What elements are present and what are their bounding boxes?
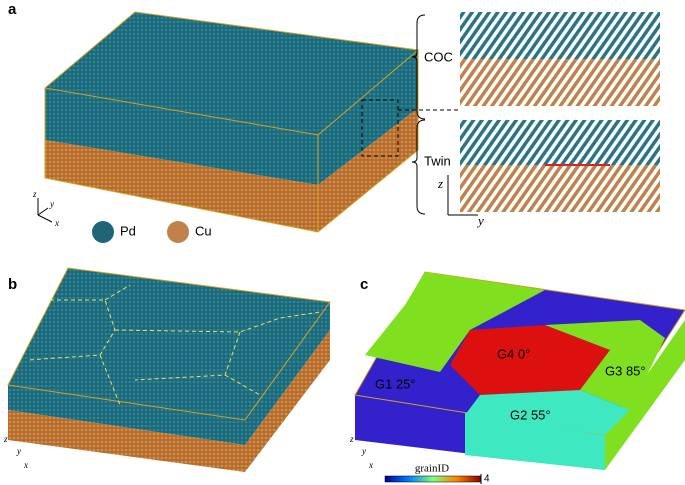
axis-label: z — [32, 189, 37, 199]
panel-label: b — [8, 276, 17, 293]
axis-label: z — [349, 434, 354, 444]
panel-label: a — [8, 1, 17, 18]
inset-coc-pd — [460, 12, 660, 59]
grain-label: G2 55° — [510, 407, 551, 422]
legend-label: Pd — [120, 223, 136, 238]
legend-label: Cu — [195, 223, 212, 238]
panel-b: b z y x — [3, 267, 331, 472]
axis-label: y — [16, 446, 21, 456]
zoom-box — [361, 99, 399, 157]
inset-twin-pd — [460, 120, 660, 165]
axis-label: x — [23, 460, 28, 470]
panel-label: c — [360, 276, 368, 293]
inset-label: COC — [424, 49, 453, 64]
axis-label: z — [3, 434, 8, 444]
colorbar-tick-label: 4 — [484, 474, 490, 485]
colorbar — [384, 475, 482, 483]
axis-label: x — [54, 218, 59, 228]
axis-label: y — [49, 199, 54, 209]
axis-label: y — [361, 446, 366, 456]
axis-label: z — [437, 176, 443, 191]
grain-label: G4 0° — [497, 346, 530, 361]
inset-label: Twin — [424, 153, 451, 168]
cu-front — [45, 140, 318, 232]
axis-label: x — [368, 460, 373, 470]
grain-label: G3 85° — [605, 363, 646, 378]
inset-coc-cu — [460, 59, 660, 106]
pd-front — [45, 88, 318, 185]
cu-side — [318, 108, 418, 232]
panel-a: a COC Twin z y Pd Cu z y x — [8, 1, 660, 243]
axis-label: y — [476, 213, 484, 228]
panel-c: G4 0° G3 85° G1 25° G2 55° c z y x grain… — [349, 271, 685, 483]
grain-label: G1 25° — [375, 376, 416, 391]
colorbar-label: grainID — [415, 463, 449, 475]
pd-side — [318, 50, 418, 185]
inset-twin-cu — [460, 165, 660, 212]
